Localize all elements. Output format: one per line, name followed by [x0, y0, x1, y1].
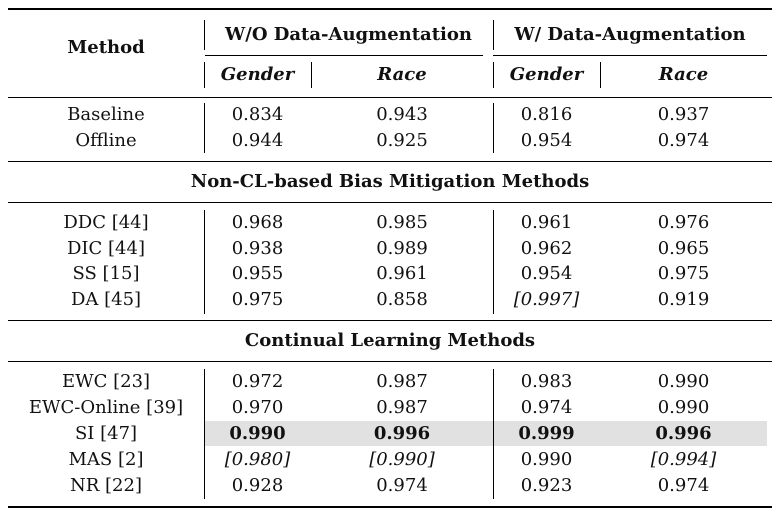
table-cell: 0.972 — [231, 371, 284, 392]
table-cell: 0.944 — [231, 130, 284, 151]
section-1-rule-bottom — [8, 202, 772, 203]
table-cell: 0.985 — [376, 212, 428, 233]
table-cell: 0.834 — [231, 104, 284, 125]
subheader-race-with: Race — [658, 64, 709, 85]
header-rule — [8, 97, 772, 98]
section-2-rule-bottom — [8, 361, 772, 362]
table-cell: 0.961 — [376, 263, 428, 284]
vline-sec0-1 — [204, 103, 205, 153]
table-cell: 0.975 — [231, 289, 284, 310]
header-group-with: W/ Data-Augmentation — [514, 24, 746, 45]
vline-sub-4 — [600, 62, 601, 88]
section-title-non-cl: Non-CL-based Bias Mitigation Methods — [190, 171, 590, 192]
row-method: SS [15] — [72, 263, 140, 284]
row-method: SI [47] — [74, 423, 138, 444]
table-cell: 0.990 — [657, 397, 710, 418]
table-cell: 0.999 — [518, 423, 575, 444]
top-rule — [8, 8, 772, 10]
table-cell: 0.990 — [229, 423, 286, 444]
row-method: Offline — [75, 130, 137, 151]
table-cell: 0.923 — [520, 475, 573, 496]
table-cell: 0.990 — [520, 449, 573, 470]
table-cell: 0.975 — [657, 263, 710, 284]
section-title-cl: Continual Learning Methods — [244, 330, 536, 351]
bottom-rule — [8, 506, 772, 508]
table-cell: 0.987 — [376, 371, 428, 392]
group-without-underline — [205, 55, 483, 56]
table-cell: 0.925 — [376, 130, 428, 151]
vline-sec0-2 — [493, 103, 494, 153]
section-2-rule-top — [8, 320, 772, 321]
vline-sec1-2 — [493, 210, 494, 314]
vline-sec2-2 — [493, 369, 494, 499]
vline-sec2-1 — [204, 369, 205, 499]
table-cell: [0.997] — [513, 289, 580, 310]
vline-sub-2 — [311, 62, 312, 88]
table-cell: 0.943 — [376, 104, 428, 125]
vline-sub-1 — [204, 62, 205, 88]
table-cell: 0.976 — [657, 212, 710, 233]
table-cell: 0.990 — [657, 371, 710, 392]
table-cell: 0.974 — [376, 475, 428, 496]
table-cell: 0.996 — [373, 423, 431, 444]
table-cell: 0.965 — [657, 238, 710, 259]
table-cell: [0.990] — [369, 449, 435, 470]
row-method: Baseline — [67, 104, 145, 125]
table-cell: 0.938 — [231, 238, 284, 259]
table-cell: 0.954 — [520, 130, 573, 151]
row-method: DDC [44] — [63, 212, 149, 233]
row-method: DIC [44] — [67, 238, 145, 259]
vline-sec1-1 — [204, 210, 205, 314]
table-cell: 0.987 — [376, 397, 428, 418]
table-cell: [0.980] — [224, 449, 291, 470]
row-method: EWC [23] — [61, 371, 151, 392]
table-cell: [0.994] — [650, 449, 717, 470]
table-cell: 0.996 — [655, 423, 712, 444]
table-cell: 0.928 — [231, 475, 284, 496]
row-method: NR [22] — [70, 475, 142, 496]
table-cell: 0.919 — [657, 289, 710, 310]
table-cell: 0.955 — [231, 263, 284, 284]
table-cell: 0.974 — [657, 475, 710, 496]
table-cell: 0.858 — [376, 289, 428, 310]
row-method: MAS [2] — [68, 449, 144, 470]
header-group-without: W/O Data-Augmentation — [225, 24, 472, 45]
header-method: Method — [67, 37, 145, 58]
table-cell: 0.974 — [520, 397, 573, 418]
row-method: DA [45] — [70, 289, 142, 310]
table-cell: 0.816 — [520, 104, 573, 125]
table-cell: 0.962 — [520, 238, 573, 259]
table-cell: 0.937 — [657, 104, 710, 125]
highlight-row-si — [205, 421, 767, 446]
subheader-gender-with: Gender — [509, 64, 584, 85]
table-cell: 0.989 — [376, 238, 428, 259]
subheader-race-without: Race — [377, 64, 427, 85]
table-cell: 0.983 — [520, 371, 573, 392]
section-1-rule-top — [8, 161, 772, 162]
table-cell: 0.970 — [231, 397, 284, 418]
table-cell: 0.961 — [520, 212, 573, 233]
table-cell: 0.974 — [657, 130, 710, 151]
table-cell: 0.954 — [520, 263, 573, 284]
row-method: EWC-Online [39] — [28, 397, 184, 418]
vline-sub-3 — [493, 62, 494, 88]
table-cell: 0.968 — [231, 212, 284, 233]
vline-left-header — [204, 20, 205, 50]
vline-mid-header — [493, 20, 494, 50]
subheader-gender-without: Gender — [220, 64, 295, 85]
group-with-underline — [493, 55, 767, 56]
